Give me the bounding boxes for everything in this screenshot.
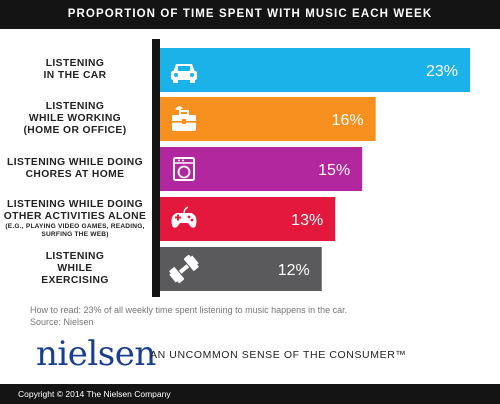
y-axis-line [152,39,160,297]
category-label-2: LISTENING WHILE WORKING (HOME OR OFFICE) [0,101,150,137]
category-text: LISTENING WHILE WORKING (HOME OR OFFICE) [23,101,127,136]
category-label-3: LISTENING WHILE DOING CHORES AT HOME [0,157,150,181]
value-label-1: 23% [426,63,458,80]
game-controller-icon [171,206,197,228]
value-label-3: 15% [318,162,350,179]
value-label-5: 12% [278,262,310,279]
how-to-read-note: How to read: 23% of all weekly time spen… [30,305,348,315]
category-text: LISTENING WHILE DOING CHORES AT HOME [7,157,143,180]
category-label-1: LISTENING IN THE CAR [0,58,150,82]
value-label-4: 13% [291,212,323,229]
chart-title: PROPORTION OF TIME SPENT WITH MUSIC EACH… [0,0,500,29]
car-icon [171,64,197,83]
category-text: LISTENING IN THE CAR [43,58,107,81]
value-label-2: 16% [332,112,364,129]
source-note: Source: Nielsen [30,317,94,327]
category-label-5: LISTENING WHILE EXERCISING [0,251,150,287]
copyright-footer: Copyright © 2014 The Nielsen Company [0,384,500,404]
briefcase-icon [172,106,196,131]
category-subtext: (E.G., PLAYING VIDEO GAMES, READING, SUR… [5,222,145,238]
washing-machine-icon [173,157,195,181]
footnote: How to read: 23% of all weekly time spen… [30,304,347,328]
bar-chart: 23% 16% 15% 13% 12% [152,39,470,297]
category-text: LISTENING WHILE EXERCISING [41,251,109,286]
bar-1 [160,48,470,92]
tagline: AN UNCOMMON SENSE OF THE CONSUMER™ [150,349,407,361]
dumbbell-icon [169,254,199,284]
category-label-4: LISTENING WHILE DOING OTHER ACTIVITIES A… [0,199,150,239]
nielsen-logo: nielsen [36,334,156,374]
category-text: LISTENING WHILE DOING OTHER ACTIVITIES A… [3,198,147,222]
